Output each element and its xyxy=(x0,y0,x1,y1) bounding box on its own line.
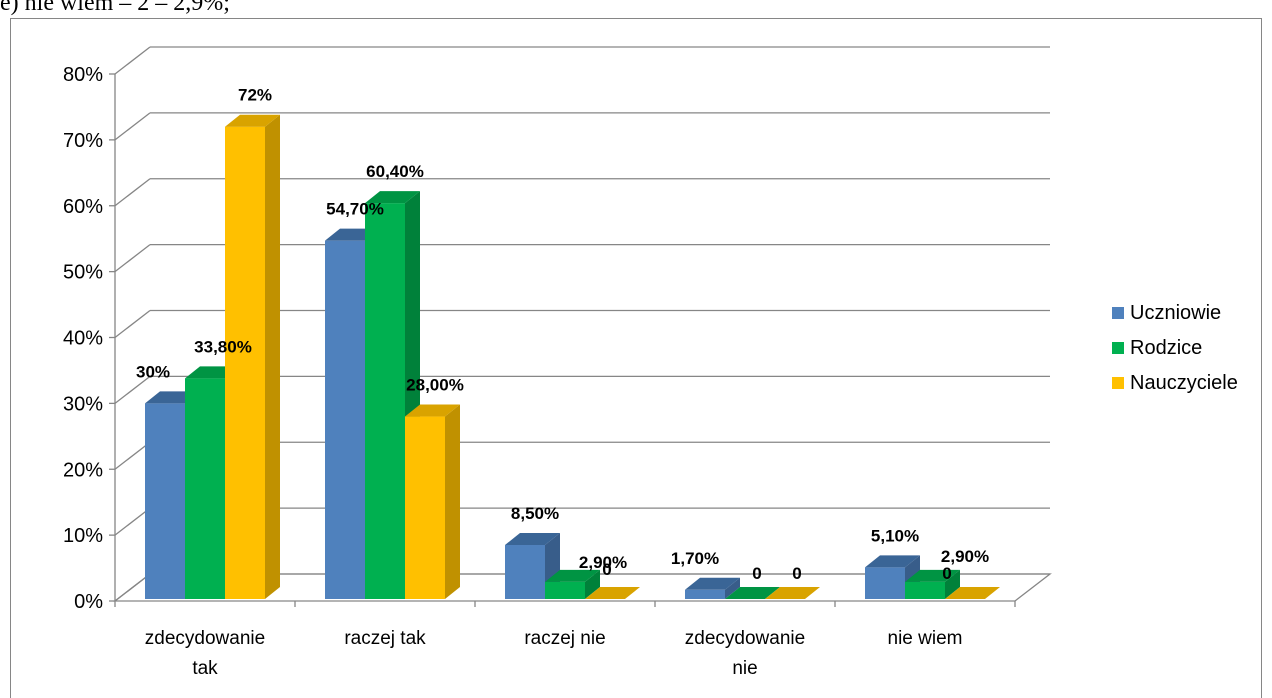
bar-side xyxy=(585,569,600,599)
data-label: 1,70% xyxy=(671,549,719,568)
bar-front xyxy=(545,581,585,599)
bar xyxy=(225,114,280,599)
gridline-diagonal xyxy=(114,244,151,273)
gridline-diagonal xyxy=(114,309,151,339)
x-tick-label: nie wiem xyxy=(888,628,963,649)
bar-front xyxy=(865,567,905,599)
bar-front xyxy=(145,403,185,599)
data-label: 0 xyxy=(602,560,611,579)
x-tick-label: tak xyxy=(192,658,218,679)
bar-front xyxy=(225,126,265,599)
y-tick-label: 60% xyxy=(63,196,103,218)
legend-item-nauczyciele: Nauczyciele xyxy=(1112,370,1238,396)
data-label: 28,00% xyxy=(406,376,464,395)
y-tick-label: 50% xyxy=(63,262,103,284)
bar xyxy=(685,577,740,599)
data-label: 30% xyxy=(136,362,170,381)
data-label: 72% xyxy=(238,86,272,105)
bar-top xyxy=(945,587,1000,599)
bar-top xyxy=(505,533,560,546)
bar-front xyxy=(185,378,225,599)
bar-top xyxy=(585,587,640,599)
gridline-diagonal xyxy=(114,46,151,75)
bar-front xyxy=(685,589,725,599)
data-label: 0 xyxy=(942,564,951,583)
data-label: 8,50% xyxy=(511,504,559,523)
bar xyxy=(545,569,600,599)
bar-top xyxy=(765,587,820,599)
gridline-diagonal xyxy=(114,375,151,404)
legend-label: Uczniowie xyxy=(1130,301,1222,324)
x-tick-label: raczej nie xyxy=(524,628,605,649)
bar xyxy=(725,587,780,599)
gridline-diagonal xyxy=(114,573,151,602)
data-label: 2,90% xyxy=(579,553,627,572)
bar-front xyxy=(505,545,545,599)
x-tick-label: raczej tak xyxy=(344,628,426,649)
data-label: 0 xyxy=(792,564,801,583)
bar-front xyxy=(325,240,365,599)
legend-swatch-uczniowie xyxy=(1112,307,1124,319)
y-tick-label: 0% xyxy=(74,591,103,613)
legend-label: Rodzice xyxy=(1130,336,1203,359)
bar-top xyxy=(405,404,460,417)
bar-top xyxy=(365,191,420,204)
bar-top xyxy=(725,587,780,599)
header-text: e) nie wiem – 2 – 2,9%; xyxy=(0,0,230,16)
data-label: 60,40% xyxy=(366,162,424,181)
legend-item-rodzice: Rodzice xyxy=(1112,335,1238,361)
y-tick-label: 70% xyxy=(63,130,103,152)
gridline-diagonal xyxy=(114,112,151,141)
x-tick-label: zdecydowanie xyxy=(685,628,805,649)
bar-top xyxy=(685,577,740,590)
bar-front xyxy=(405,416,445,599)
legend: Uczniowie Rodzice Nauczyciele xyxy=(1112,300,1238,405)
bar xyxy=(585,587,640,599)
bar xyxy=(765,587,820,599)
data-label: 5,10% xyxy=(871,526,919,545)
gridline-diagonal xyxy=(114,178,151,207)
y-tick-label: 10% xyxy=(63,525,103,547)
bar xyxy=(905,569,960,599)
bar xyxy=(945,587,1000,599)
bar-side xyxy=(945,569,960,599)
x-tick-label: nie xyxy=(732,658,757,679)
legend-swatch-rodzice xyxy=(1112,342,1124,354)
bar-front xyxy=(365,203,405,600)
bar-top xyxy=(545,569,600,582)
gridline-diagonal xyxy=(114,441,151,470)
bar-side xyxy=(445,404,460,599)
bar-side xyxy=(725,577,740,599)
legend-item-uczniowie: Uczniowie xyxy=(1112,300,1238,326)
bar-side xyxy=(265,114,280,599)
data-label: 54,70% xyxy=(326,200,384,219)
data-label: 2,90% xyxy=(941,547,989,566)
bar-top xyxy=(905,569,960,582)
legend-swatch-nauczyciele xyxy=(1112,377,1124,389)
bar-top xyxy=(225,114,280,127)
bar xyxy=(405,404,460,599)
y-tick-label: 30% xyxy=(63,393,103,415)
data-label: 33,80% xyxy=(194,337,252,356)
legend-label: Nauczyciele xyxy=(1130,371,1238,394)
bar-front xyxy=(905,581,945,599)
y-tick-label: 20% xyxy=(63,459,103,481)
y-tick-label: 40% xyxy=(63,328,103,350)
x-tick-label: zdecydowanie xyxy=(145,628,265,649)
gridline-diagonal xyxy=(114,507,151,536)
chart-frame xyxy=(10,18,1262,698)
y-tick-label: 80% xyxy=(63,64,103,86)
data-label: 0 xyxy=(752,564,761,583)
bar-top xyxy=(865,555,920,568)
